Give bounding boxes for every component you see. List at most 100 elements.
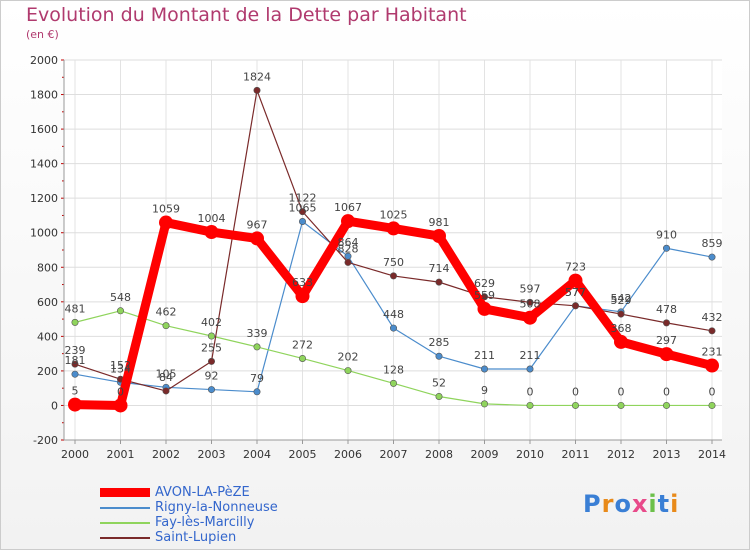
data-point xyxy=(477,301,492,316)
x-tick-label: 2001 xyxy=(107,448,135,461)
data-label: 152 xyxy=(110,359,131,372)
data-label: 9 xyxy=(481,384,488,397)
data-label: 285 xyxy=(429,336,450,349)
data-point xyxy=(250,231,264,246)
data-point xyxy=(298,208,306,216)
x-tick-label: 2000 xyxy=(61,448,89,461)
data-point xyxy=(662,401,670,409)
data-label: 967 xyxy=(247,218,268,231)
data-point xyxy=(159,215,173,230)
data-label: 508 xyxy=(520,298,541,311)
data-point xyxy=(344,367,352,375)
data-label: 402 xyxy=(201,316,222,329)
data-label: 79 xyxy=(250,372,264,385)
data-label: 577 xyxy=(565,286,586,299)
y-tick-label: 800 xyxy=(37,261,58,274)
data-point xyxy=(253,86,261,94)
data-point xyxy=(71,360,79,368)
data-point xyxy=(708,401,716,409)
data-point xyxy=(526,401,534,409)
data-label: 828 xyxy=(338,242,359,255)
legend-swatch xyxy=(100,521,150,524)
data-label: 633 xyxy=(292,276,313,289)
legend: AVON-LA-PèZE Rigny-la-Nonneuse Fay-lès-M… xyxy=(100,485,278,545)
data-label: 0 xyxy=(527,385,534,398)
y-tick-label: -200 xyxy=(33,434,58,447)
data-label: 255 xyxy=(201,341,222,354)
legend-label: Fay-lès-Marcilly xyxy=(155,515,255,530)
x-tick-label: 2013 xyxy=(653,448,681,461)
data-point xyxy=(162,322,170,330)
data-point xyxy=(71,318,79,326)
y-axis-unit: (en €) xyxy=(26,28,59,41)
y-tick-label: 2000 xyxy=(30,54,58,67)
y-tick-label: 200 xyxy=(37,365,58,378)
data-point xyxy=(389,324,397,332)
data-point xyxy=(295,289,310,304)
legend-swatch xyxy=(100,506,150,509)
x-tick-label: 2002 xyxy=(152,448,180,461)
data-point xyxy=(659,347,674,362)
chart-title: Evolution du Montant de la Dette par Hab… xyxy=(26,4,467,26)
data-point xyxy=(204,225,219,240)
data-label: 0 xyxy=(709,385,716,398)
data-label: 272 xyxy=(292,338,313,351)
legend-label: AVON-LA-PèZE xyxy=(155,485,250,500)
y-tick-label: 1800 xyxy=(30,89,58,102)
data-label: 577 xyxy=(565,286,586,299)
x-tick-label: 2004 xyxy=(243,448,271,461)
y-tick-label: 1200 xyxy=(30,192,58,205)
data-label: 0 xyxy=(117,385,124,398)
data-label: 297 xyxy=(656,334,677,347)
line-chart: -200020040060080010001200140016001800200… xyxy=(30,54,726,461)
data-point xyxy=(253,343,261,351)
x-tick-label: 2014 xyxy=(698,448,726,461)
data-point xyxy=(617,401,625,409)
data-point xyxy=(523,310,537,325)
data-label: 597 xyxy=(520,282,541,295)
data-label: 548 xyxy=(110,291,131,304)
data-point xyxy=(568,273,583,288)
data-label: 723 xyxy=(565,261,586,274)
data-label: 448 xyxy=(383,308,404,321)
legend-swatch xyxy=(100,488,150,497)
legend-item: Saint-Lupien xyxy=(100,530,278,545)
x-tick-label: 2012 xyxy=(607,448,635,461)
data-label: 981 xyxy=(429,216,450,229)
y-tick-label: 1000 xyxy=(30,227,58,240)
legend-swatch xyxy=(100,536,150,539)
data-label: 714 xyxy=(429,262,450,275)
data-point xyxy=(298,218,306,226)
data-point xyxy=(480,365,488,373)
data-point xyxy=(435,352,443,360)
data-point xyxy=(614,334,628,349)
data-point xyxy=(298,354,306,362)
data-point xyxy=(432,229,446,244)
data-label: 84 xyxy=(159,371,173,384)
data-label: 92 xyxy=(205,370,219,383)
data-point xyxy=(113,398,128,413)
data-label: 5 xyxy=(72,385,79,398)
y-tick-label: 400 xyxy=(37,330,58,343)
data-point xyxy=(389,379,397,387)
data-point xyxy=(435,278,443,286)
data-label: 202 xyxy=(338,351,359,364)
x-tick-label: 2011 xyxy=(562,448,590,461)
data-label: 1025 xyxy=(380,208,408,221)
x-tick-label: 2009 xyxy=(471,448,499,461)
data-label: 231 xyxy=(702,346,723,359)
data-point xyxy=(435,392,443,400)
data-label: 462 xyxy=(156,306,177,319)
data-label: 542 xyxy=(611,292,632,305)
data-label: 478 xyxy=(656,303,677,316)
data-point xyxy=(571,401,579,409)
data-point xyxy=(480,400,488,408)
x-tick-label: 2003 xyxy=(198,448,226,461)
data-label: 181 xyxy=(65,354,86,367)
data-label: 432 xyxy=(702,311,723,324)
y-tick-label: 1600 xyxy=(30,123,58,136)
data-label: 0 xyxy=(618,385,625,398)
data-label: 239 xyxy=(65,344,86,357)
data-point xyxy=(526,298,534,306)
data-label: 1059 xyxy=(152,203,180,216)
